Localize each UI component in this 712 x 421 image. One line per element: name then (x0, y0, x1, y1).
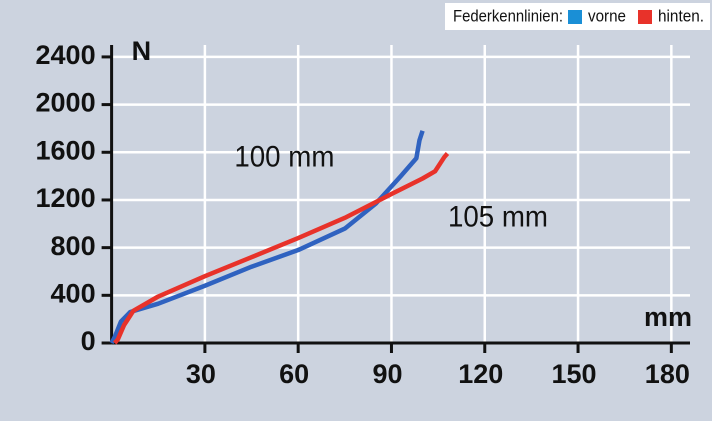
y-tick-label: 800 (51, 231, 96, 261)
x-tick-label: 180 (645, 359, 690, 389)
legend-label: vorne (588, 6, 626, 25)
y-axis-label: N (132, 36, 152, 66)
x-axis-label: mm (644, 302, 692, 332)
legend-label: hinten. (658, 6, 704, 25)
annotation: 105 mm (448, 200, 548, 233)
x-tick-label: 150 (552, 359, 597, 389)
line-series (113, 151, 450, 345)
y-tick-label: 0 (81, 326, 96, 356)
x-tick-label: 60 (279, 359, 309, 389)
x-tick-label: 120 (458, 359, 503, 389)
legend-swatch (638, 10, 652, 24)
annotation: 100 mm (234, 141, 334, 174)
y-tick-label: 400 (51, 278, 96, 308)
y-tick-label: 1200 (36, 183, 96, 213)
x-tick-label: 90 (372, 359, 402, 389)
x-tick-label: 30 (186, 359, 216, 389)
legend-title: Federkennlinien: (453, 6, 563, 25)
legend-swatch (568, 10, 582, 24)
y-tick-label: 2000 (36, 88, 96, 118)
y-tick-label: 2400 (36, 40, 96, 70)
y-tick-label: 1600 (36, 135, 96, 165)
line-series (109, 130, 425, 345)
